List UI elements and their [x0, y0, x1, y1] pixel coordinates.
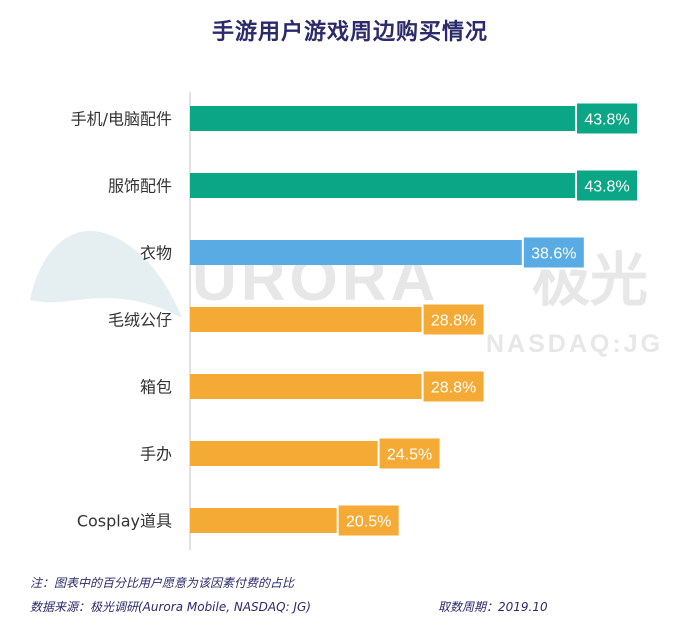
value-label-box: [336, 503, 401, 538]
bar: [190, 173, 638, 198]
category-label: 箱包: [140, 378, 172, 397]
category-label: 服饰配件: [108, 177, 172, 196]
data-period: 取数周期：2019.10: [438, 600, 548, 614]
bar: [190, 106, 638, 131]
chart-title: 手游用户游戏周边购买情况: [211, 20, 488, 45]
category-label: 手机/电脑配件: [71, 110, 172, 129]
category-label: 衣物: [140, 244, 172, 263]
value-label-box: [377, 436, 442, 471]
value-label: 38.6%: [531, 246, 576, 263]
value-label: 43.8%: [584, 112, 629, 129]
value-label-box: [575, 168, 639, 203]
value-label: 28.8%: [431, 313, 476, 330]
value-label: 24.5%: [387, 447, 432, 464]
value-label: 43.8%: [584, 179, 629, 196]
value-label: 28.8%: [431, 380, 476, 397]
value-label-box: [575, 101, 639, 136]
bar: [190, 240, 585, 265]
watermark-ticker-text: NASDAQ:JG: [486, 330, 663, 358]
value-label-box: [421, 302, 486, 337]
value-label: 20.5%: [346, 514, 391, 531]
footnote: 注：图表中的百分比用户愿意为该因素付费的占比: [30, 576, 295, 590]
value-label-box: [421, 369, 486, 404]
category-label: 手办: [140, 445, 172, 464]
data-source: 数据来源：极光调研(Aurora Mobile, NASDAQ: JG): [30, 600, 311, 614]
category-label: 毛绒公仔: [108, 311, 172, 330]
value-label-box: [521, 235, 586, 270]
category-label: Cosplay道具: [77, 512, 172, 531]
